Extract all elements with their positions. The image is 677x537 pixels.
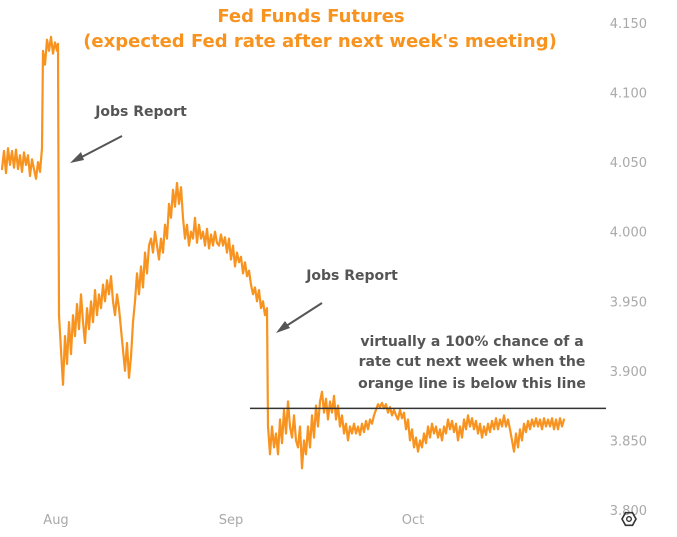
- annotation-jobs-report-label: Jobs Report: [305, 268, 398, 284]
- annotation-jobs-report-1: Jobs Report: [70, 104, 187, 163]
- annotation-threshold-note: virtually a 100% chance of a rate cut ne…: [358, 334, 586, 392]
- series-line: [0, 35, 566, 470]
- threshold-note-line: rate cut next week when the: [359, 354, 586, 370]
- y-tick-label: 4.150: [610, 17, 647, 32]
- arrow-head-icon: [70, 152, 84, 163]
- y-axis: 4.150 4.100 4.050 4.000 3.950 3.900 3.850 3.800: [610, 17, 647, 519]
- y-tick-label: 4.000: [610, 226, 647, 241]
- chart-title: Fed Funds Futures: [217, 6, 404, 27]
- x-tick-label: Oct: [402, 513, 424, 528]
- threshold-note-line: orange line is below this line: [358, 376, 586, 392]
- y-tick-label: 4.100: [610, 87, 647, 102]
- y-tick-label: 3.800: [610, 504, 647, 519]
- gear-icon-center: [626, 516, 632, 522]
- x-tick-label: Aug: [43, 513, 68, 528]
- y-tick-label: 3.900: [610, 365, 647, 380]
- x-axis: Aug Sep Oct: [43, 513, 424, 528]
- y-tick-label: 3.950: [610, 295, 647, 310]
- chart-subtitle: (expected Fed rate after next week's mee…: [83, 31, 557, 52]
- y-tick-label: 4.050: [610, 156, 647, 171]
- annotation-jobs-report-label: Jobs Report: [94, 104, 187, 120]
- threshold-note-line: virtually a 100% chance of a: [360, 334, 583, 350]
- settings-button[interactable]: [621, 511, 637, 527]
- y-tick-label: 3.850: [610, 434, 647, 449]
- gear-icon: [621, 511, 637, 527]
- x-tick-label: Sep: [219, 513, 244, 528]
- arrow-head-icon: [276, 321, 290, 333]
- annotation-jobs-report-2: Jobs Report: [276, 268, 398, 333]
